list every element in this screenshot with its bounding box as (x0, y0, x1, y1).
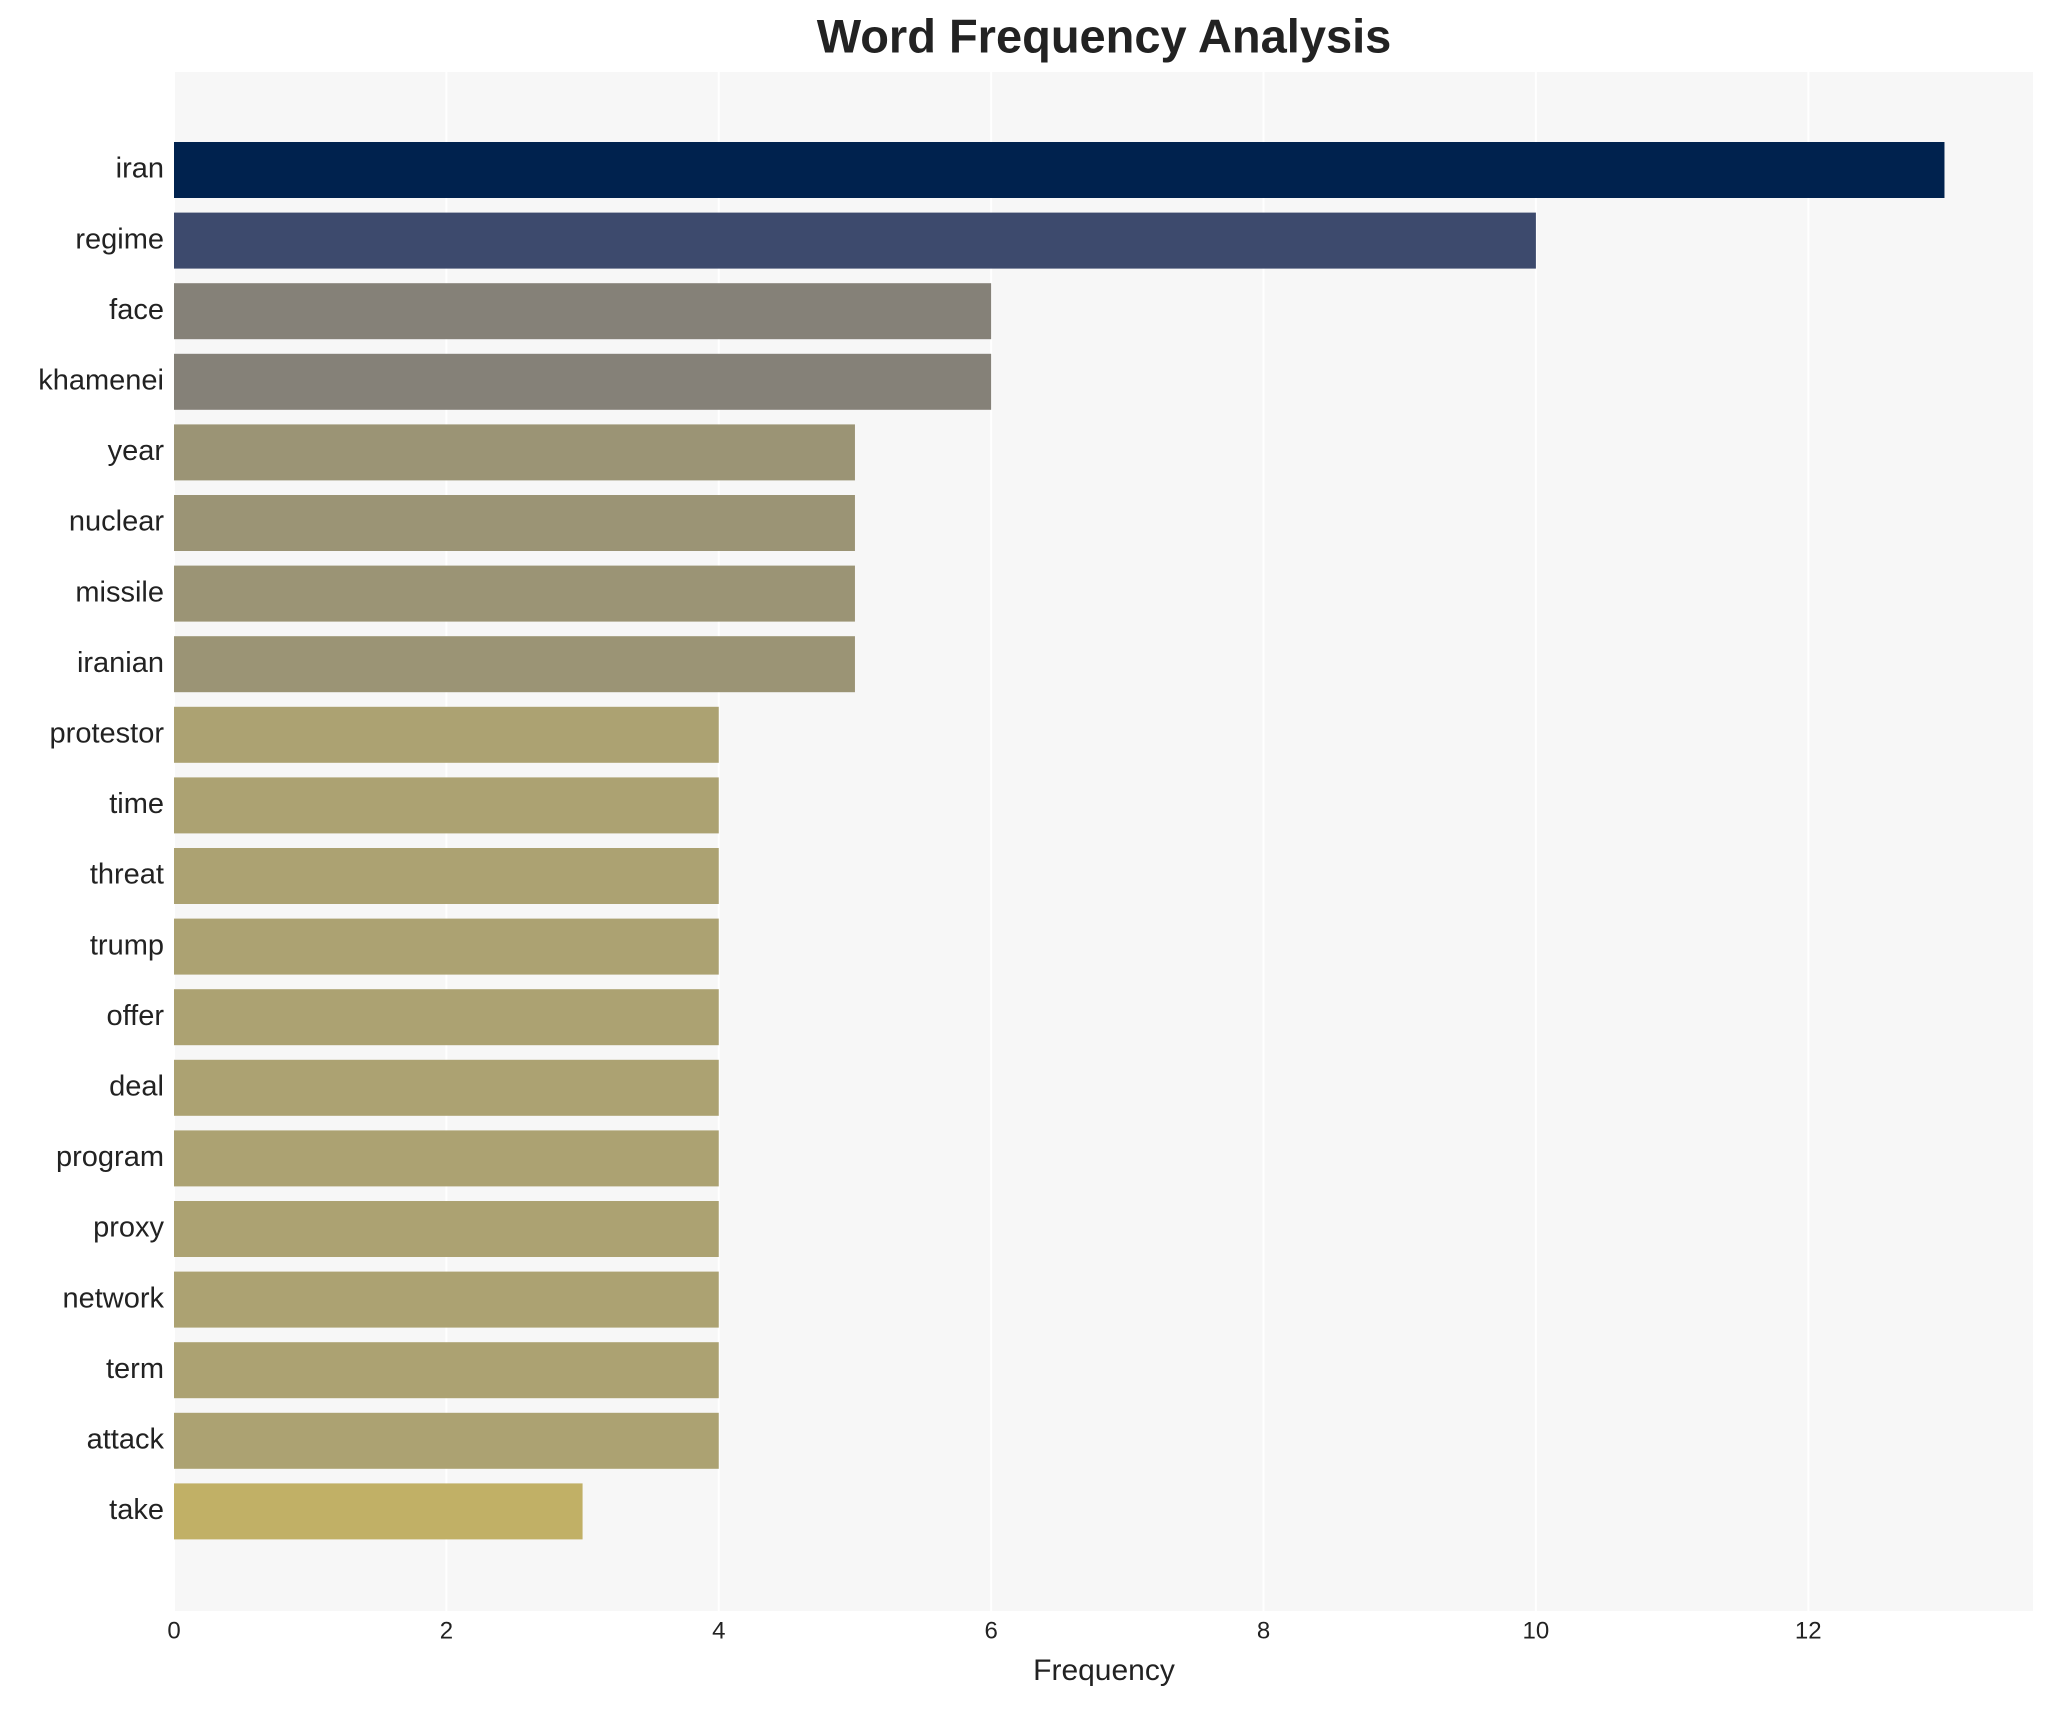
bar (174, 636, 855, 693)
x-tick-label: 0 (167, 1617, 180, 1644)
x-tick-label: 6 (984, 1617, 997, 1644)
y-tick-label: missile (75, 576, 164, 608)
y-tick-label: khamenei (38, 364, 164, 396)
y-tick-label: proxy (93, 1212, 164, 1244)
y-tick-label: threat (90, 859, 164, 891)
bar (174, 848, 719, 904)
y-tick-label: iran (116, 153, 164, 185)
bar (174, 495, 855, 551)
y-tick-label: take (109, 1494, 164, 1526)
bar (174, 1412, 719, 1469)
bar (174, 283, 992, 340)
y-tick-label: term (106, 1353, 164, 1385)
y-tick-label: face (109, 294, 164, 326)
y-tick-label: attack (87, 1423, 165, 1455)
bar (174, 424, 855, 481)
bar (174, 1271, 719, 1328)
y-tick-label: nuclear (69, 506, 164, 538)
bar (174, 918, 719, 975)
bar (174, 1201, 719, 1257)
bar (174, 565, 855, 622)
bar (174, 1483, 583, 1540)
bar (174, 1130, 719, 1187)
chart-title: Word Frequency Analysis (817, 9, 1392, 62)
x-tick-label: 4 (712, 1617, 725, 1644)
bar (174, 777, 719, 834)
y-tick-label: time (109, 788, 164, 820)
y-tick-label: iranian (77, 647, 164, 679)
y-tick-label: offer (106, 1000, 164, 1032)
y-tick-label: network (62, 1282, 164, 1314)
y-tick-label: protestor (50, 717, 165, 749)
x-tick-label: 12 (1795, 1617, 1822, 1644)
y-tick-label: deal (109, 1070, 164, 1102)
bar (174, 706, 719, 763)
bar (174, 1059, 719, 1116)
bar (174, 989, 719, 1046)
x-tick-label: 8 (1257, 1617, 1270, 1644)
x-axis-label: Frequency (1033, 1654, 1175, 1687)
bar (174, 142, 1945, 198)
bar (174, 353, 992, 410)
y-tick-label: regime (75, 223, 164, 255)
bar (174, 212, 1536, 269)
y-tick-label: program (56, 1141, 164, 1173)
x-tick-label: 10 (1523, 1617, 1550, 1644)
x-tick-label: 2 (440, 1617, 453, 1644)
y-tick-label: year (108, 435, 165, 467)
bar (174, 1342, 719, 1399)
y-tick-label: trump (90, 929, 164, 961)
